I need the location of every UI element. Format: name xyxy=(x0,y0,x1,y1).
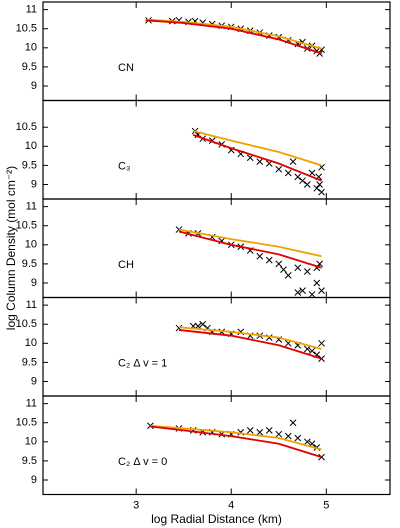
data-point xyxy=(318,355,325,362)
data-point xyxy=(313,184,321,192)
model-line xyxy=(178,329,322,360)
panel-label: CH xyxy=(118,259,134,271)
y-tick-label: 10 xyxy=(25,436,37,448)
data-point xyxy=(280,266,287,273)
y-tick-label: 9 xyxy=(31,80,37,92)
y-tick-label: 10.5 xyxy=(16,220,37,232)
x-axis-label: log Radial Distance (km) xyxy=(151,512,282,526)
data-point xyxy=(294,173,302,181)
y-tick-label: 9.5 xyxy=(22,258,37,270)
data-point xyxy=(284,432,292,440)
y-tick-label: 9.5 xyxy=(22,61,37,73)
y-tick-label: 9 xyxy=(31,178,37,190)
data-point xyxy=(318,339,325,347)
y-tick-label: 10.5 xyxy=(16,23,37,35)
data-point xyxy=(199,320,207,328)
panel-label: C₂ Δ v = 0 xyxy=(118,456,167,468)
data-point xyxy=(275,430,283,438)
y-tick-label: 10 xyxy=(25,337,37,349)
model-line xyxy=(192,134,322,182)
data-point xyxy=(147,422,154,430)
panel-label: C₂ Δ v = 1 xyxy=(118,357,167,369)
panel-frame xyxy=(42,198,391,299)
y-tick-label: 9 xyxy=(31,375,37,387)
data-point xyxy=(294,264,302,272)
panel-frame xyxy=(42,1,391,102)
y-tick-label: 11 xyxy=(26,398,37,410)
data-point xyxy=(316,181,324,188)
panel-frame xyxy=(42,395,391,496)
data-point xyxy=(299,177,306,185)
data-point xyxy=(256,428,264,436)
data-point xyxy=(275,260,283,268)
data-point xyxy=(303,345,311,353)
model-line xyxy=(150,425,322,458)
data-point xyxy=(256,158,264,165)
data-point xyxy=(308,169,316,177)
data-point xyxy=(275,165,283,173)
data-point xyxy=(299,287,306,294)
data-point xyxy=(256,252,264,260)
data-point xyxy=(318,287,325,294)
data-point xyxy=(289,158,297,165)
data-point xyxy=(308,291,316,298)
data-point xyxy=(308,347,316,355)
panel-label: C₃ xyxy=(118,160,130,172)
data-point xyxy=(284,272,292,279)
y-tick-label: 9 xyxy=(31,277,37,289)
y-tick-label: 10.5 xyxy=(16,318,37,330)
model-line xyxy=(145,19,322,55)
y-tick-label: 9.5 xyxy=(22,356,37,368)
data-point xyxy=(303,181,311,188)
x-tick-label: 4 xyxy=(228,499,234,511)
y-tick-label: 11 xyxy=(26,4,37,16)
data-point xyxy=(303,438,311,446)
y-tick-label: 9.5 xyxy=(22,455,37,467)
panel-frame xyxy=(42,99,391,200)
y-tick-label: 10.5 xyxy=(16,417,37,429)
data-point xyxy=(265,427,273,434)
data-point xyxy=(265,256,273,264)
model-line xyxy=(178,228,322,258)
data-point xyxy=(318,453,325,461)
model-line xyxy=(178,230,322,269)
data-point xyxy=(303,268,311,275)
x-tick-label: 3 xyxy=(133,499,139,511)
y-tick-label: 10.5 xyxy=(16,121,37,133)
panel-frame xyxy=(42,296,391,397)
data-point xyxy=(246,427,254,434)
x-tick-label: 5 xyxy=(323,499,329,511)
y-tick-label: 9 xyxy=(31,474,37,486)
y-tick-label: 11 xyxy=(26,299,37,311)
panel-label: CN xyxy=(118,62,134,74)
y-tick-label: 10 xyxy=(25,42,37,54)
data-point xyxy=(294,289,302,296)
model-line xyxy=(192,130,322,167)
model-line xyxy=(178,326,322,350)
model-line xyxy=(150,424,322,451)
y-tick-label: 11 xyxy=(26,201,37,213)
y-tick-label: 10 xyxy=(25,140,37,152)
data-point xyxy=(284,169,292,177)
model-line xyxy=(145,18,322,50)
y-tick-label: 10 xyxy=(25,239,37,251)
y-tick-label: 9.5 xyxy=(22,159,37,171)
data-point xyxy=(289,419,297,427)
data-point xyxy=(294,434,302,442)
data-point xyxy=(318,188,325,196)
data-point xyxy=(313,279,321,287)
y-axis-label: log Column Density (mol cm⁻²) xyxy=(4,166,18,330)
